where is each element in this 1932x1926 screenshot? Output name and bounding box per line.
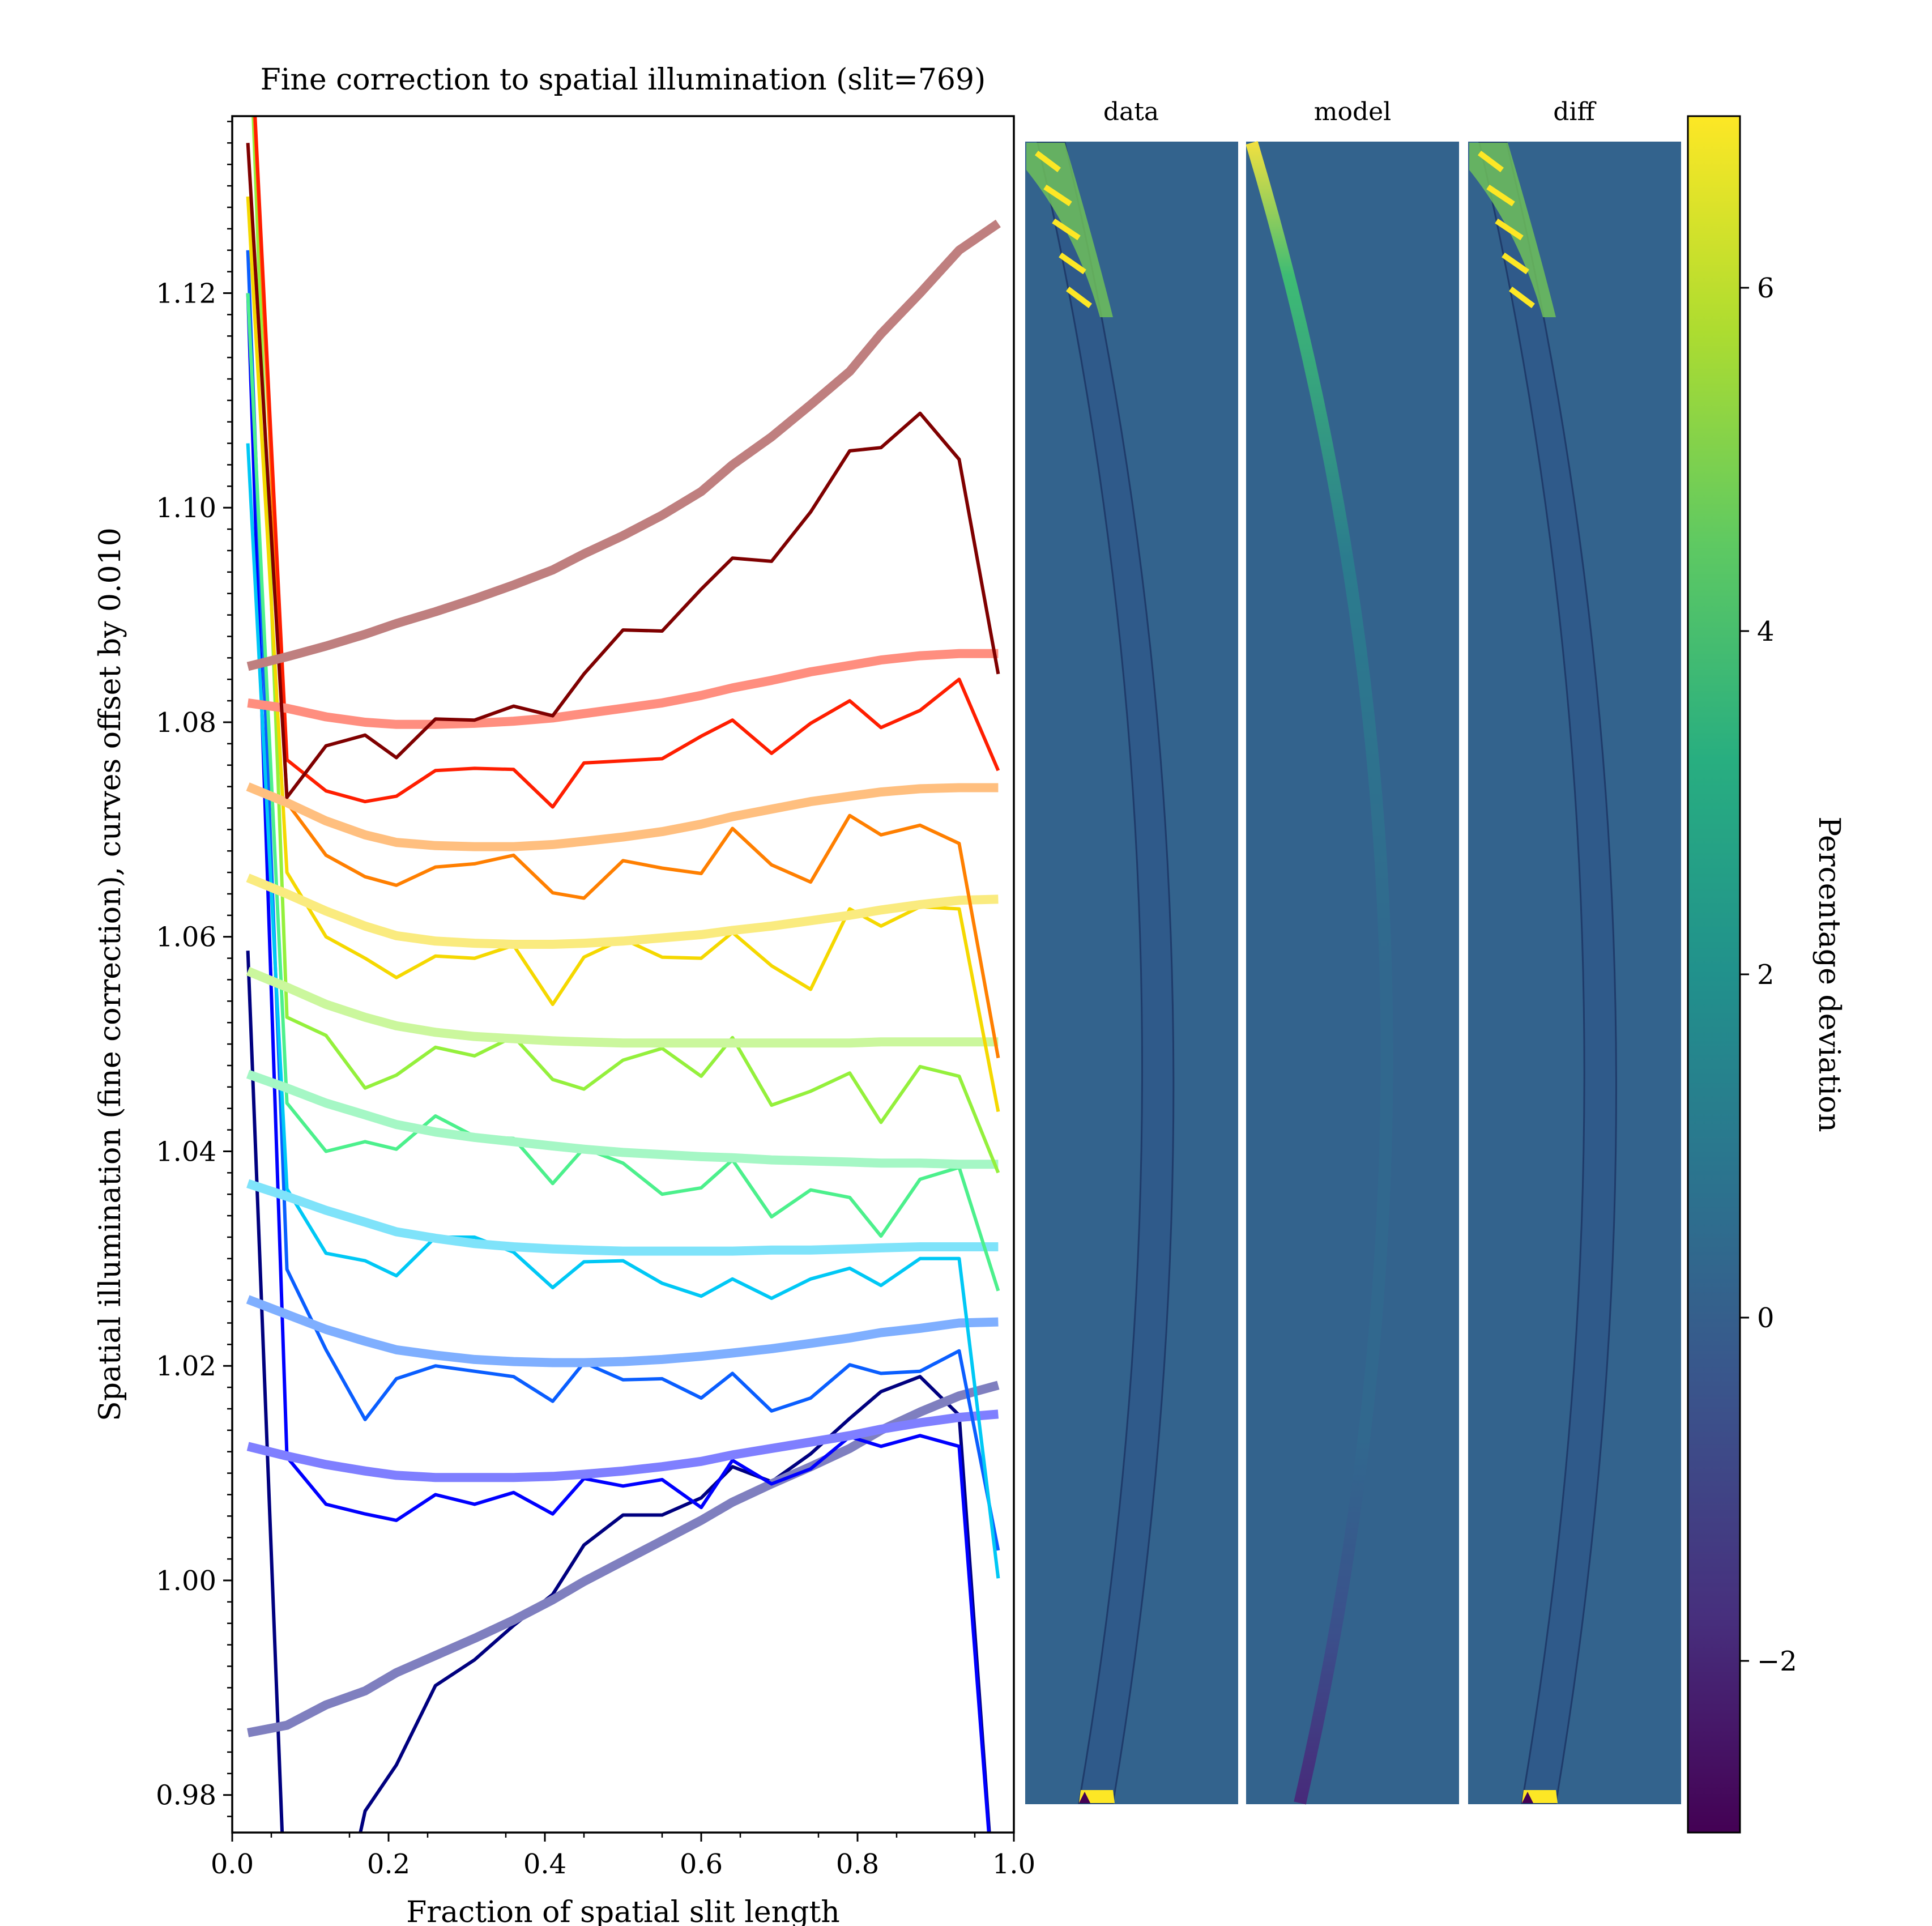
panel-title-model: model bbox=[1314, 97, 1392, 126]
y-axis-label: Spatial illumination (fine correction), … bbox=[93, 527, 127, 1421]
data-line-2 bbox=[246, 293, 991, 1833]
data-line-10 bbox=[251, 116, 1000, 1174]
x-tick-label: 0.8 bbox=[836, 1848, 879, 1880]
panel-title-data: data bbox=[1103, 97, 1159, 126]
x-tick-label: 1.0 bbox=[992, 1848, 1035, 1880]
line-chart-panel: Fine correction to spatial illumination … bbox=[93, 63, 1035, 1926]
data-line-14 bbox=[253, 116, 1000, 1059]
series-layer bbox=[246, 116, 1001, 1833]
fit-line-1 bbox=[247, 1380, 1000, 1737]
plot-frame bbox=[231, 115, 1015, 1834]
colorbar-ticks: −2 0 2 4 6 bbox=[1740, 272, 1797, 1677]
x-tick-label: 0.6 bbox=[680, 1848, 723, 1880]
y-tick-label: 1.08 bbox=[156, 707, 216, 739]
y-tick-label: 1.00 bbox=[156, 1565, 216, 1597]
fit-line-11 bbox=[246, 966, 999, 1048]
colorbar: −2 0 2 4 6 Percentage deviation bbox=[1687, 115, 1846, 1834]
fit-line-5 bbox=[246, 1295, 999, 1367]
diff-top-stripes bbox=[1478, 151, 1535, 308]
data-line-4 bbox=[246, 250, 1000, 1551]
fit-line-9 bbox=[246, 1069, 999, 1169]
data-top-stripes bbox=[1035, 151, 1092, 308]
y-tick-label: 0.98 bbox=[156, 1780, 216, 1812]
fit-line-17 bbox=[247, 649, 999, 729]
x-tick-label: 0.4 bbox=[523, 1848, 566, 1880]
y-axis: 0.98 1.00 1.02 1.04 1.06 1.08 1.10 1.12 bbox=[156, 121, 232, 1817]
x-tick-label: 0.0 bbox=[211, 1848, 254, 1880]
x-axis: 0.0 0.2 0.4 0.6 0.8 1.0 bbox=[211, 1833, 1035, 1880]
colorbar-label: Percentage deviation bbox=[1812, 816, 1846, 1132]
fit-line-15 bbox=[246, 782, 999, 851]
fit-line-3 bbox=[246, 1409, 999, 1482]
x-tick-label: 0.2 bbox=[367, 1848, 410, 1880]
diff-bottom-dark bbox=[1522, 1792, 1533, 1803]
colorbar-tick-label: 6 bbox=[1757, 272, 1775, 304]
image-panel-data: data bbox=[1025, 97, 1238, 1804]
colorbar-tick-label: 4 bbox=[1757, 616, 1775, 647]
colorbar-tick-label: 0 bbox=[1757, 1302, 1775, 1334]
y-tick-label: 1.02 bbox=[156, 1350, 216, 1382]
x-axis-label: Fraction of spatial slit length bbox=[406, 1895, 840, 1926]
model-slit-trace bbox=[1246, 140, 1393, 1805]
fit-line-19 bbox=[246, 219, 1001, 671]
data-bottom-dark bbox=[1079, 1792, 1090, 1803]
data-line-8 bbox=[246, 293, 1000, 1292]
panel-title-diff: diff bbox=[1553, 97, 1596, 126]
colorbar-tick-label: −2 bbox=[1757, 1646, 1797, 1677]
colorbar-tick-label: 2 bbox=[1757, 959, 1775, 991]
image-panel-model: model bbox=[1246, 97, 1459, 1805]
y-tick-label: 1.04 bbox=[156, 1136, 216, 1167]
image-panel-diff: diff bbox=[1468, 97, 1681, 1804]
fit-line-13 bbox=[246, 873, 999, 949]
data-line-16 bbox=[253, 116, 1000, 809]
data-line-6 bbox=[246, 443, 1000, 1579]
y-tick-label: 1.10 bbox=[156, 492, 216, 524]
data-line-0 bbox=[246, 951, 991, 1833]
y-tick-label: 1.12 bbox=[156, 278, 216, 309]
y-tick-label: 1.06 bbox=[156, 922, 216, 953]
chart-title: Fine correction to spatial illumination … bbox=[261, 63, 986, 97]
data-line-18 bbox=[246, 143, 1000, 799]
colorbar-gradient bbox=[1687, 115, 1741, 1834]
fit-line-7 bbox=[246, 1179, 999, 1256]
